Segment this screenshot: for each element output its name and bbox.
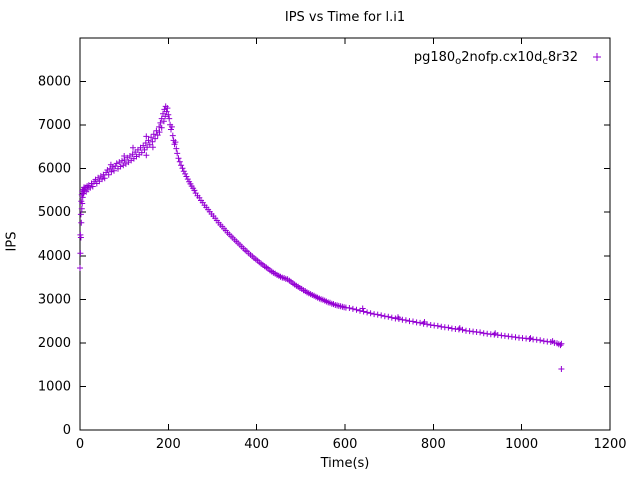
x-tick-label: 1000 (505, 437, 538, 452)
y-tick-label: 3000 (38, 292, 71, 307)
x-axis-title: Time(s) (320, 456, 370, 471)
x-tick-label: 1200 (593, 437, 626, 452)
data-points (77, 103, 565, 372)
plot-border (79, 37, 611, 431)
x-tick-label: 400 (244, 437, 269, 452)
y-tick-label: 2000 (38, 336, 71, 351)
legend-marker (593, 53, 601, 61)
y-tick-label: 8000 (38, 75, 71, 90)
x-tick-label: 200 (156, 437, 181, 452)
chart-title: IPS vs Time for l.i1 (284, 10, 406, 25)
y-tick-label: 4000 (38, 249, 71, 264)
x-tick-label: 0 (76, 437, 84, 452)
y-tick-label: 6000 (38, 162, 71, 177)
y-tick-label: 7000 (38, 118, 71, 133)
x-tick-label: 600 (333, 437, 358, 452)
y-tick-label: 1000 (38, 379, 71, 394)
x-tick-label: 800 (421, 437, 446, 452)
y-tick-label: 5000 (38, 205, 71, 220)
legend-label: pg180o2nofp.cx10dc8r32 (414, 50, 578, 67)
y-tick-label: 0 (63, 423, 71, 438)
